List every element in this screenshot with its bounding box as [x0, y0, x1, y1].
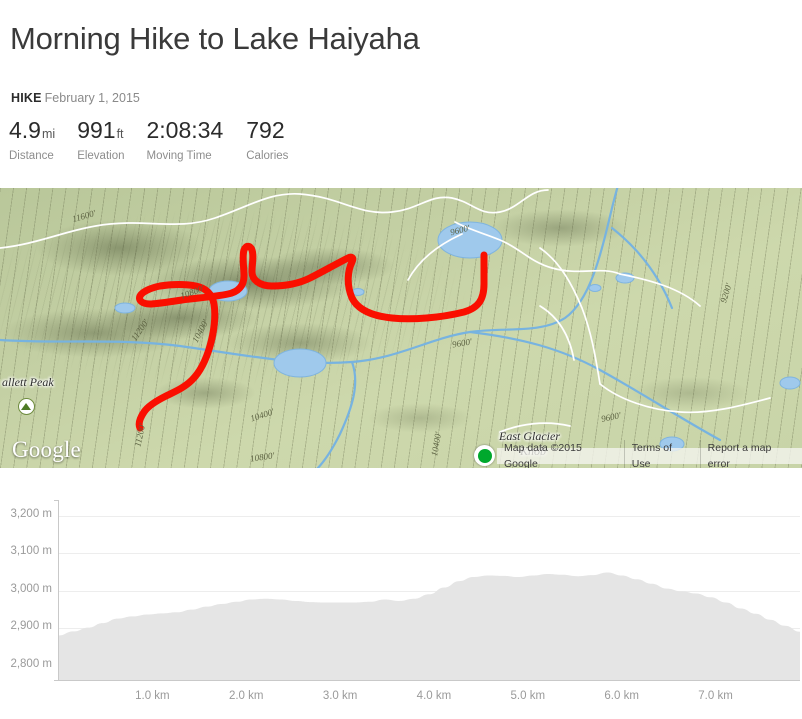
map-attribution-bar: Map data ©2015 Google Terms of Use Repor…	[497, 440, 802, 472]
route-map[interactable]	[0, 188, 802, 468]
stat-elevation: 991ft Elevation	[77, 117, 125, 163]
stat-distance-value: 4.9	[9, 117, 41, 143]
google-logo: Google	[12, 437, 81, 462]
stat-elevation-unit: ft	[116, 127, 124, 141]
stat-moving-time-label: Moving Time	[146, 150, 212, 162]
stat-moving-time-value: 2:08:34	[146, 117, 224, 143]
stat-calories-value: 792	[246, 117, 285, 143]
y-axis-tick: 2,800 m	[10, 657, 52, 670]
map-contour-lines	[0, 188, 802, 468]
y-axis-tick: 2,900 m	[10, 620, 52, 632]
chart-axes	[54, 500, 800, 681]
map-streams	[0, 188, 722, 468]
elevation-area-path	[58, 572, 800, 681]
map-data-credit: Map data ©2015 Google	[497, 440, 625, 472]
x-axis-tick: 2.0 km	[228, 690, 264, 702]
map-lakes	[114, 221, 801, 452]
start-point-dot	[477, 448, 492, 463]
map-trails	[0, 189, 771, 433]
x-axis-tick: 7.0 km	[698, 690, 733, 702]
terms-of-use-link[interactable]: Terms of Use	[625, 440, 701, 472]
y-axis-tick: 3,000 m	[10, 582, 52, 595]
map-place-label: East Glacier	[499, 429, 560, 443]
map-terrain-layer	[0, 188, 802, 468]
stat-elevation-value: 991	[77, 117, 116, 143]
stat-moving-time: 2:08:34 Moving Time	[146, 117, 225, 163]
map-place-label: allett Peak	[2, 375, 54, 389]
stat-distance: 4.9mi Distance	[9, 117, 56, 163]
start-point-marker[interactable]	[474, 445, 495, 466]
page-title: Morning Hike to Lake Haiyaha	[10, 21, 420, 56]
x-axis-tick: 4.0 km	[416, 690, 452, 702]
y-axis-tick: 3,100 m	[10, 545, 52, 557]
activity-date: February 1, 2015	[44, 91, 140, 105]
elevation-chart-svg	[54, 500, 800, 681]
stat-distance-label: Distance	[9, 150, 54, 162]
map-vector-layer	[0, 188, 801, 468]
activity-type-label: HIKE	[11, 91, 42, 105]
stat-elevation-label: Elevation	[77, 150, 125, 162]
x-axis-tick: 6.0 km	[604, 690, 639, 702]
y-axis-tick: 3,200 m	[10, 507, 52, 520]
x-axis-tick: 3.0 km	[322, 690, 358, 702]
stat-calories-label: Calories	[246, 150, 289, 162]
elevation-profile-chart[interactable]: 2,800 m 2,900 m 3,000 m 3,100 m 3,200 m 1.0 …	[0, 468, 802, 719]
map-relief-shading	[0, 188, 802, 468]
stats-summary: 4.9mi Distance 991ft Elevation 2:08:34 M…	[9, 117, 310, 163]
mountain-peak-icon	[18, 398, 35, 415]
stat-distance-unit: mi	[41, 127, 56, 141]
report-map-error-link[interactable]: Report a map error	[707, 442, 772, 470]
x-axis-tick: 1.0 km	[135, 690, 170, 702]
gps-route-track	[135, 242, 488, 432]
x-axis-tick: 5.0 km	[510, 690, 546, 702]
stat-calories: 792 Calories	[246, 117, 289, 163]
activity-meta: HIKE February 1, 2015	[11, 91, 140, 105]
